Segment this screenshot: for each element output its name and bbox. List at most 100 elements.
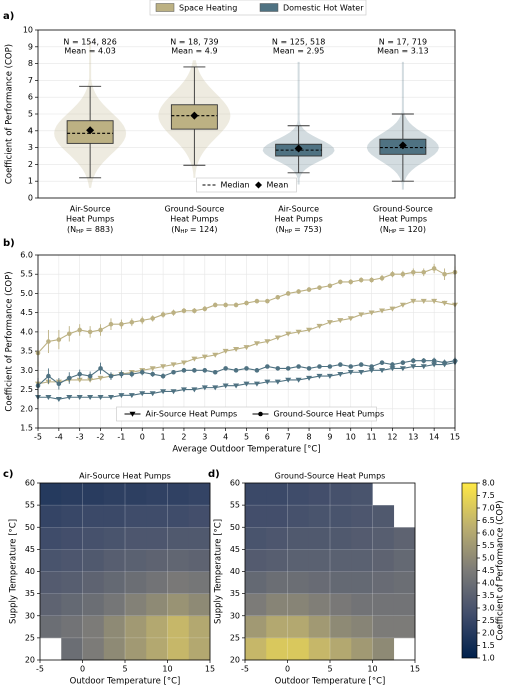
- x-tick-label: 15: [205, 665, 215, 674]
- x-tick-label: 2: [181, 433, 186, 442]
- marker: [150, 371, 155, 377]
- heat-cell: [40, 549, 62, 572]
- heat-cell: [82, 615, 105, 639]
- marker: [171, 310, 176, 315]
- marker: [348, 279, 354, 285]
- x-tick-label: 10: [367, 665, 377, 674]
- heat-cell: [82, 505, 105, 528]
- colorbar-tick-label: 8.0: [482, 479, 495, 488]
- marker: [108, 321, 114, 327]
- heat-cell: [351, 505, 373, 528]
- colorbar-tick-label: 3.5: [482, 591, 495, 600]
- count-label: = 120): [398, 225, 426, 234]
- marker: [275, 366, 281, 371]
- colorbar-tick-label: 7.0: [482, 504, 495, 513]
- y-tick-label: 3.0: [20, 366, 33, 375]
- marker: [233, 368, 239, 373]
- count-label: = 124): [190, 225, 218, 234]
- y-tick-label: 45: [230, 545, 240, 554]
- x-tick-label: 0: [80, 665, 85, 674]
- x-tick-label: (NHP = 120): [380, 225, 426, 235]
- y-tick-label: 0: [28, 194, 33, 203]
- n-annotation: N = 17, 719: [379, 38, 427, 47]
- marker: [243, 345, 250, 351]
- legend-label: Space Heating: [179, 4, 237, 13]
- marker: [180, 360, 187, 366]
- marker: [338, 279, 343, 285]
- marker: [139, 391, 146, 397]
- marker: [368, 368, 375, 374]
- heat-cell: [103, 549, 126, 572]
- marker: [56, 381, 62, 387]
- marker: [296, 364, 301, 369]
- marker: [431, 266, 437, 271]
- x-tick-label: Air-Source: [70, 205, 111, 214]
- marker: [56, 337, 62, 342]
- heat-cell: [245, 527, 267, 550]
- marker: [202, 368, 208, 373]
- heat-cell: [351, 637, 373, 661]
- heat-cell: [266, 483, 288, 506]
- y-tick-label: 60: [25, 479, 35, 488]
- y-tick-label: 2.5: [20, 385, 33, 394]
- heat-cell: [287, 615, 310, 639]
- marker: [76, 395, 83, 401]
- marker: [431, 362, 438, 368]
- marker: [223, 302, 228, 308]
- marker: [129, 371, 135, 377]
- heat-cell: [146, 483, 168, 506]
- colorbar-tick-label: 4.0: [482, 579, 495, 588]
- x-tick-label: 5: [244, 433, 249, 442]
- heat-cell: [330, 527, 352, 550]
- marker: [170, 389, 177, 395]
- mean-marker: [294, 144, 303, 153]
- heat-cell: [266, 527, 288, 550]
- count-subscript: HP: [180, 229, 188, 235]
- x-tick-label: 15: [450, 433, 460, 442]
- marker: [45, 395, 52, 401]
- y-tick-label: 5.0: [20, 289, 33, 298]
- marker: [295, 377, 302, 383]
- marker: [46, 339, 51, 344]
- heat-cell: [188, 483, 211, 506]
- heat-cell: [393, 571, 416, 594]
- x-tick-label: -3: [76, 433, 84, 442]
- marker: [442, 360, 447, 365]
- marker: [212, 352, 219, 358]
- heat-cell: [372, 615, 395, 639]
- heat-cell: [82, 549, 105, 572]
- heat-cell: [287, 549, 310, 572]
- mean-annotation: Mean = 4.03: [64, 47, 115, 56]
- heat-cell: [266, 637, 288, 661]
- marker: [379, 308, 386, 314]
- n-annotation: N = 18, 739: [170, 38, 218, 47]
- heat-cell: [372, 549, 395, 572]
- marker: [254, 368, 260, 373]
- x-tick-label: Ground-Source: [164, 205, 224, 214]
- heat-cell: [61, 549, 83, 572]
- heat-cell: [330, 483, 352, 506]
- marker: [243, 381, 250, 387]
- y-tick-label: 20: [25, 656, 35, 665]
- y-tick-label: 6.0: [20, 251, 33, 260]
- marker: [108, 373, 114, 379]
- marker: [160, 389, 167, 395]
- marker: [347, 316, 354, 322]
- heat-cell: [103, 593, 126, 617]
- marker: [295, 329, 302, 335]
- heat-cell: [167, 637, 190, 661]
- y-tick-label: 3.5: [20, 347, 33, 356]
- heat-cell: [167, 549, 190, 572]
- heat-cell: [245, 593, 267, 617]
- marker: [369, 277, 374, 283]
- x-tick-label: 8: [307, 433, 312, 442]
- heat-cell: [82, 527, 105, 550]
- marker: [202, 306, 208, 312]
- marker: [233, 302, 239, 308]
- marker: [316, 373, 323, 379]
- y-tick-label: 5.5: [20, 270, 33, 279]
- heat-cell: [103, 571, 126, 594]
- marker: [306, 375, 313, 381]
- heat-cell: [393, 593, 416, 617]
- heat-cell: [61, 615, 83, 639]
